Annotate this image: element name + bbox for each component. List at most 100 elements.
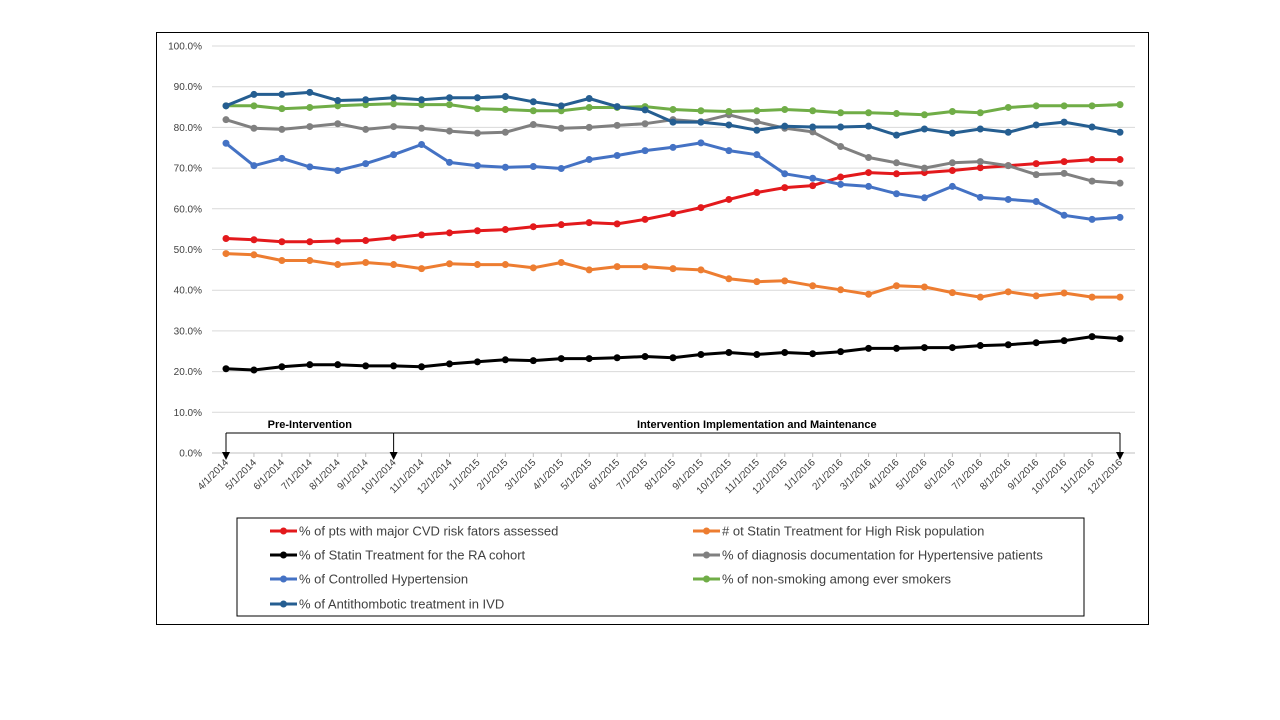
data-point bbox=[641, 353, 649, 361]
data-point bbox=[418, 363, 426, 371]
data-point bbox=[278, 256, 286, 264]
data-point bbox=[529, 264, 537, 272]
data-point bbox=[418, 140, 426, 148]
data-point bbox=[278, 238, 286, 246]
data-point bbox=[893, 159, 900, 167]
legend-label: % of non-smoking among ever smokers bbox=[722, 572, 952, 587]
data-point bbox=[278, 154, 286, 162]
data-point bbox=[250, 90, 258, 98]
data-point bbox=[390, 123, 398, 131]
data-point bbox=[362, 362, 370, 370]
data-point bbox=[334, 167, 342, 175]
data-point bbox=[753, 107, 761, 115]
data-point bbox=[669, 143, 677, 151]
data-point bbox=[446, 229, 453, 237]
data-point bbox=[809, 107, 817, 115]
data-point bbox=[809, 128, 817, 136]
data-point bbox=[1116, 293, 1124, 301]
data-point bbox=[613, 354, 621, 362]
data-point bbox=[529, 107, 537, 115]
data-point bbox=[585, 95, 593, 103]
series-line bbox=[224, 335, 1122, 372]
data-point bbox=[753, 351, 761, 359]
series-1 bbox=[222, 156, 1124, 246]
data-point bbox=[837, 123, 845, 131]
data-point bbox=[418, 124, 426, 132]
data-point bbox=[1004, 162, 1012, 170]
data-point bbox=[334, 361, 342, 369]
series-7 bbox=[222, 88, 1124, 139]
data-point bbox=[920, 111, 928, 119]
data-point bbox=[222, 102, 230, 110]
data-point bbox=[362, 101, 370, 109]
data-point bbox=[725, 275, 733, 283]
data-point bbox=[529, 121, 537, 129]
data-point bbox=[613, 151, 621, 159]
data-point bbox=[865, 154, 873, 162]
data-point bbox=[641, 147, 649, 155]
data-point bbox=[781, 105, 789, 113]
data-point bbox=[1116, 335, 1124, 343]
y-tick-label: 30.0% bbox=[174, 326, 202, 337]
data-point bbox=[501, 105, 509, 113]
legend-item: % of Statin Treatment for the RA cohort bbox=[270, 548, 526, 563]
data-point bbox=[446, 360, 453, 368]
data-point bbox=[473, 105, 481, 113]
data-point bbox=[781, 277, 789, 285]
data-point bbox=[250, 102, 258, 110]
data-point bbox=[362, 237, 370, 245]
data-point bbox=[390, 94, 398, 102]
data-point bbox=[362, 259, 370, 267]
data-point bbox=[809, 350, 817, 358]
series-2 bbox=[222, 250, 1124, 301]
data-point bbox=[250, 236, 258, 244]
data-point bbox=[837, 143, 845, 151]
data-point bbox=[306, 103, 314, 111]
legend-label: % of Controlled Hypertension bbox=[299, 572, 468, 587]
data-point bbox=[306, 88, 314, 96]
data-point bbox=[641, 215, 649, 223]
data-point bbox=[753, 189, 761, 197]
data-point bbox=[557, 259, 565, 267]
data-point bbox=[585, 123, 593, 131]
data-point bbox=[278, 125, 286, 133]
data-point bbox=[418, 231, 426, 239]
legend-item: % of Controlled Hypertension bbox=[270, 572, 468, 587]
series-lines bbox=[222, 88, 1124, 374]
data-point bbox=[1004, 288, 1012, 296]
data-point bbox=[920, 194, 928, 202]
legend-item: % of diagnosis documentation for Hyperte… bbox=[693, 548, 1043, 563]
data-point bbox=[334, 261, 342, 269]
data-point bbox=[1088, 215, 1096, 223]
data-point bbox=[865, 182, 873, 190]
data-point bbox=[669, 265, 677, 273]
data-point bbox=[948, 129, 956, 137]
data-point bbox=[669, 210, 677, 218]
data-point bbox=[948, 182, 956, 190]
annotation-label: Intervention Implementation and Maintena… bbox=[637, 419, 877, 431]
series-5 bbox=[222, 139, 1124, 223]
data-point bbox=[473, 94, 481, 102]
data-point bbox=[1116, 179, 1124, 187]
legend-label: % of pts with major CVD risk fators asse… bbox=[299, 524, 558, 539]
data-point bbox=[669, 105, 677, 113]
data-point bbox=[1116, 101, 1124, 109]
data-point bbox=[557, 102, 565, 110]
data-point bbox=[948, 289, 956, 297]
data-point bbox=[1060, 118, 1068, 126]
data-point bbox=[976, 158, 984, 166]
data-point bbox=[837, 286, 845, 294]
data-point bbox=[362, 160, 370, 168]
data-point bbox=[557, 355, 565, 363]
data-point bbox=[809, 174, 817, 182]
data-point bbox=[278, 105, 286, 113]
data-point bbox=[753, 118, 761, 126]
data-point bbox=[976, 109, 984, 117]
data-point bbox=[809, 182, 817, 190]
data-point bbox=[976, 125, 984, 133]
data-point bbox=[837, 180, 845, 188]
data-point bbox=[893, 282, 900, 290]
data-point bbox=[250, 366, 258, 374]
data-point bbox=[613, 103, 621, 111]
